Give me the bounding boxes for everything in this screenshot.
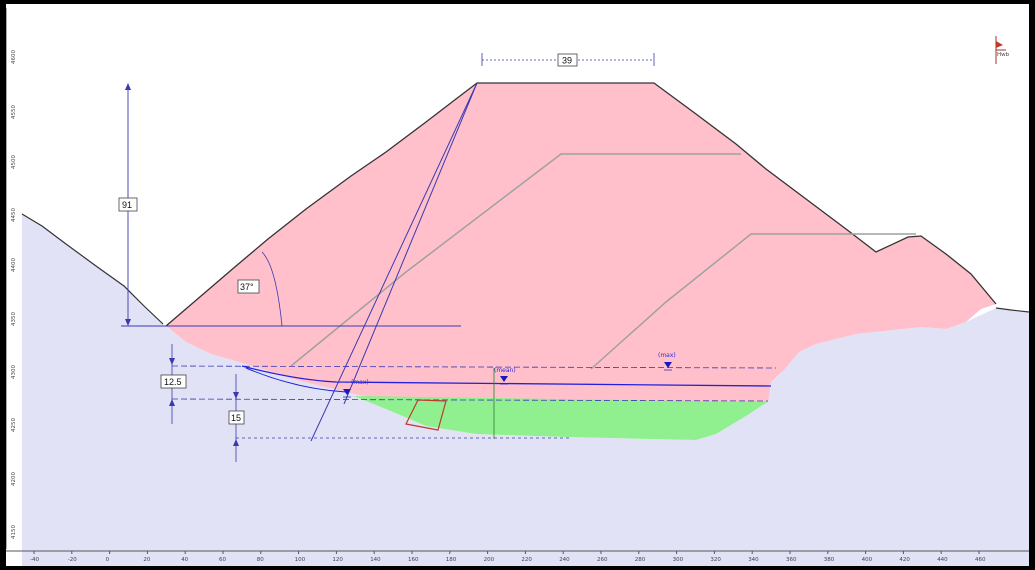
water-marker-left [343, 389, 351, 395]
bench-line-lower [590, 233, 916, 370]
embankment-body [166, 83, 996, 404]
y-tick-label: 4500 [11, 155, 17, 169]
y-tick-label: 4350 [11, 312, 17, 326]
drawing-canvas[interactable]: 39 91 37° 12.5 15 (max) (mean) (max) 460… [6, 4, 1029, 566]
water-marker-center [500, 376, 508, 382]
x-tick-label: 20 [143, 557, 150, 563]
trench-section[interactable] [405, 399, 447, 431]
crest-width-label: 39 [562, 56, 572, 66]
x-tick-label: 80 [257, 557, 264, 563]
x-tick-label: 380 [824, 557, 835, 563]
logo-text: Hwb [997, 52, 1010, 58]
water-level-min-line [171, 398, 769, 402]
app-logo: Hwb [995, 36, 1010, 64]
x-tick-label: 0 [106, 557, 110, 563]
depth-upper-box[interactable] [160, 374, 187, 389]
water-level-max-line [171, 365, 777, 369]
water-table-drawdown [245, 367, 347, 393]
clay-layer [354, 396, 768, 440]
foundation-ground [22, 214, 1029, 566]
depth-lower-label: 15 [231, 413, 241, 423]
x-tick-label: 460 [975, 557, 986, 563]
depth-lower-arrow-bottom [233, 439, 239, 446]
water-marker-right [664, 362, 672, 368]
x-axis-ticks: -40 -20 0 20 40 60 80 100 120 140 160 180 200 220 240 2… [30, 551, 986, 563]
depth-upper-arrow-top [169, 358, 175, 365]
x-tick-label: 260 [597, 557, 608, 563]
slope-angle-label: 37° [240, 282, 254, 292]
x-tick-label: 440 [937, 557, 948, 563]
x-tick-label: 120 [332, 557, 343, 563]
x-tick-label: 300 [673, 557, 684, 563]
y-tick-label: 4400 [11, 258, 17, 272]
x-tick-label: 100 [295, 557, 306, 563]
water-label-center: (mean) [494, 367, 516, 374]
depth-upper-arrow-bottom [169, 399, 175, 406]
y-tick-label: 4550 [11, 105, 17, 119]
diagonal-line-a [310, 82, 478, 442]
x-tick-label: 180 [446, 557, 457, 563]
x-tick-label: 320 [710, 557, 721, 563]
x-tick-label: 40 [181, 557, 188, 563]
x-tick-label: 160 [408, 557, 419, 563]
dam-cross-section-drawing[interactable]: 39 91 37° 12.5 15 (max) (mean) (max) 460… [6, 4, 1029, 566]
y-axis-ticks: 4600 4550 4500 4450 4400 4350 4300 4250 … [11, 50, 17, 539]
x-tick-label: 140 [370, 557, 381, 563]
bench-line-upper [290, 153, 741, 367]
y-tick-label: 4150 [11, 525, 17, 539]
ground-surface-line [21, 213, 164, 325]
depth-lower-arrow-top [233, 392, 239, 399]
dam-height-arrow-top [125, 83, 131, 90]
x-tick-label: 220 [521, 557, 532, 563]
dam-height-label: 91 [122, 200, 132, 210]
x-tick-label: 280 [635, 557, 646, 563]
x-tick-label: 200 [484, 557, 495, 563]
x-tick-label: 240 [559, 557, 570, 563]
water-label-left: (max) [351, 379, 369, 386]
y-tick-label: 4450 [11, 208, 17, 222]
x-tick-label: -20 [68, 557, 77, 563]
diagonal-line-b [343, 82, 478, 405]
y-tick-label: 4250 [11, 418, 17, 432]
depth-lower-box[interactable] [228, 410, 245, 425]
dam-height-box[interactable] [118, 197, 138, 212]
x-tick-label: 400 [862, 557, 873, 563]
x-tick-label: 60 [219, 557, 226, 563]
embankment-outline [165, 82, 997, 327]
x-tick-label: -40 [30, 557, 39, 563]
x-tick-label: 360 [786, 557, 797, 563]
x-tick-label: 340 [748, 557, 759, 563]
crest-width-box[interactable] [557, 53, 578, 67]
y-tick-label: 4600 [11, 50, 17, 64]
water-table-line [241, 365, 772, 387]
ground-surface-right [995, 307, 1029, 313]
water-label-right: (max) [658, 352, 676, 359]
depth-upper-label: 12.5 [164, 377, 182, 387]
x-tick-label: 420 [899, 557, 910, 563]
dam-height-arrow-bottom [125, 319, 131, 326]
slope-angle-arc [261, 251, 283, 327]
slope-angle-box[interactable] [237, 279, 260, 294]
y-tick-label: 4300 [11, 365, 17, 379]
y-tick-label: 4200 [11, 472, 17, 486]
